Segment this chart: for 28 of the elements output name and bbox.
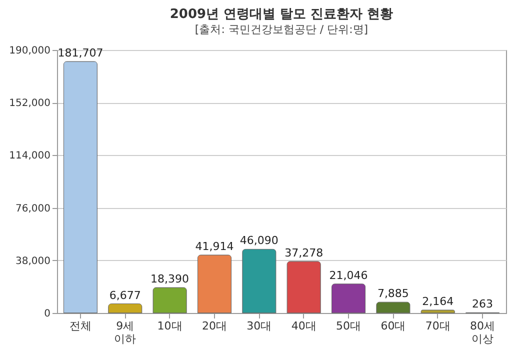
y-tick-label: 76,000 — [16, 203, 50, 214]
x-tick-label: 9세 이하 — [114, 320, 136, 346]
x-tick-label: 10대 — [157, 320, 182, 332]
x-tick-label: 80세 이상 — [470, 320, 496, 346]
y-tick-label: 152,000 — [9, 98, 50, 110]
y-tick-label: 190,000 — [9, 46, 50, 56]
y-tick-label: 38,000 — [16, 256, 50, 267]
data-label: 41,914 — [195, 240, 234, 253]
x-tick-label: 70대 — [425, 320, 450, 332]
data-label: 18,390 — [150, 272, 190, 286]
x-tick-label: 30대 — [246, 320, 272, 332]
x-tick-label: 50대 — [336, 320, 362, 332]
y-tick-label: 0 — [44, 308, 50, 320]
x-tick-label: 40대 — [291, 320, 316, 332]
chart-title: 2009년 연령대별 탈모 진료환자 현황 — [170, 7, 394, 22]
y-tick-label: 114,000 — [9, 150, 50, 162]
data-label: 6,677 — [109, 288, 141, 302]
x-tick-label: 20대 — [202, 320, 227, 332]
data-label: 181,707 — [58, 46, 104, 60]
x-tick-label: 전체 — [69, 320, 92, 332]
data-label: 2,164 — [422, 295, 454, 308]
data-label: 21,046 — [329, 268, 368, 282]
data-label: 7,885 — [377, 287, 409, 300]
data-label: 46,090 — [240, 234, 278, 248]
data-label: 263 — [472, 298, 494, 311]
data-label: 37,278 — [284, 246, 324, 260]
x-tick-label: 60대 — [380, 320, 406, 332]
chart-subtitle: [출처: 국민건강보험공단 / 단위:명] — [194, 23, 368, 36]
